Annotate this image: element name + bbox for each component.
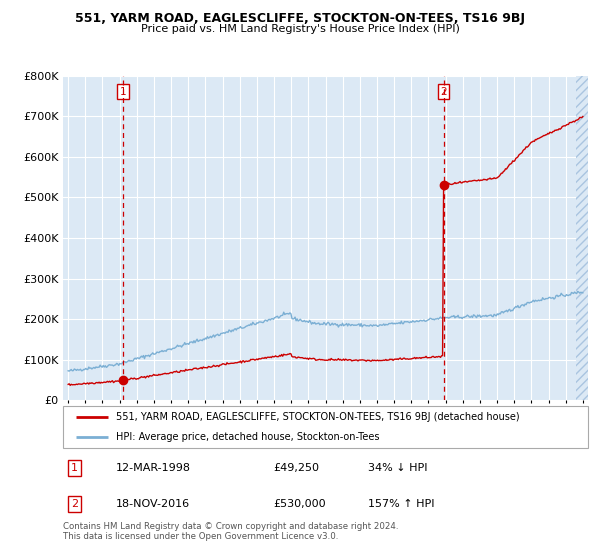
FancyBboxPatch shape [63,406,588,448]
Text: 551, YARM ROAD, EAGLESCLIFFE, STOCKTON-ON-TEES, TS16 9BJ: 551, YARM ROAD, EAGLESCLIFFE, STOCKTON-O… [75,12,525,25]
Text: 18-NOV-2016: 18-NOV-2016 [115,499,190,509]
Text: 157% ↑ HPI: 157% ↑ HPI [367,499,434,509]
Text: Price paid vs. HM Land Registry's House Price Index (HPI): Price paid vs. HM Land Registry's House … [140,24,460,34]
Text: 551, YARM ROAD, EAGLESCLIFFE, STOCKTON-ON-TEES, TS16 9BJ (detached house): 551, YARM ROAD, EAGLESCLIFFE, STOCKTON-O… [115,412,519,422]
Text: 2: 2 [71,499,78,509]
Text: 1: 1 [119,87,126,97]
Text: £530,000: £530,000 [273,499,326,509]
Text: HPI: Average price, detached house, Stockton-on-Tees: HPI: Average price, detached house, Stoc… [115,432,379,442]
Text: Contains HM Land Registry data © Crown copyright and database right 2024.
This d: Contains HM Land Registry data © Crown c… [63,522,398,542]
Text: 12-MAR-1998: 12-MAR-1998 [115,463,191,473]
Text: 2: 2 [440,87,447,97]
Text: 1: 1 [71,463,78,473]
Bar [575,76,592,400]
Text: 34% ↓ HPI: 34% ↓ HPI [367,463,427,473]
Text: £49,250: £49,250 [273,463,319,473]
